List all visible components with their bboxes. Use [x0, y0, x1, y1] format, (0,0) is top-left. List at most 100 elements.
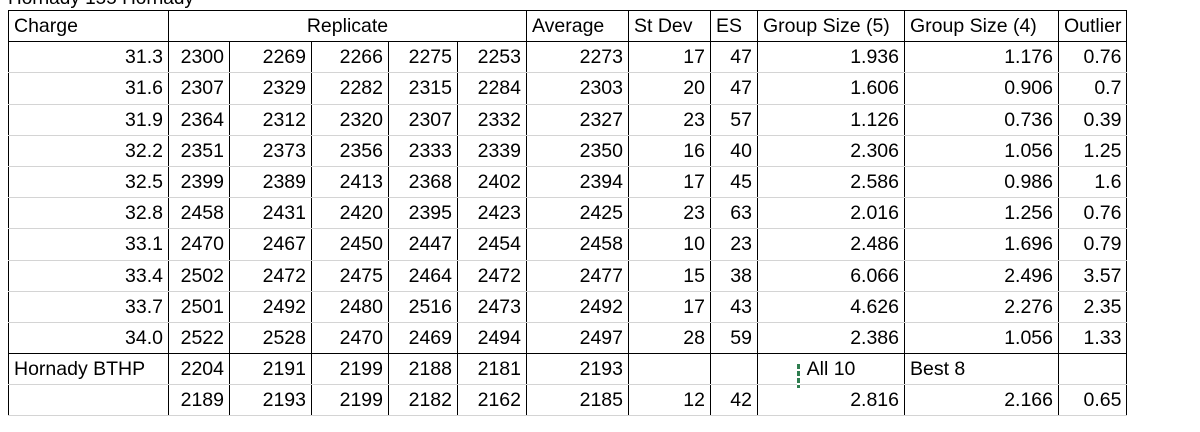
- charge-cell[interactable]: [8, 384, 169, 417]
- header-group-size-5[interactable]: Group Size (5): [757, 9, 905, 43]
- bthp-label-cell[interactable]: Hornady BTHP: [8, 353, 169, 386]
- st-dev-cell[interactable]: 15: [628, 260, 711, 292]
- replicate-3-cell[interactable]: 2480: [311, 291, 389, 323]
- replicate-3-cell[interactable]: 2470: [311, 322, 389, 355]
- outlier-cell[interactable]: 0.76: [1058, 41, 1128, 74]
- average-cell[interactable]: 2303: [526, 72, 629, 105]
- es-cell[interactable]: 23: [710, 228, 758, 261]
- replicate-4-cell[interactable]: 2469: [388, 322, 458, 355]
- replicate-1-cell[interactable]: 2300: [168, 41, 230, 74]
- replicate-3-cell[interactable]: 2475: [311, 260, 389, 292]
- replicate-3-cell[interactable]: 2356: [311, 135, 389, 167]
- group-size-5-cell[interactable]: 4.626: [757, 291, 905, 323]
- es-cell[interactable]: 59: [710, 322, 758, 355]
- st-dev-cell[interactable]: 28: [628, 322, 711, 355]
- outlier-cell[interactable]: 1.25: [1058, 135, 1128, 167]
- replicate-3-cell[interactable]: 2199: [311, 353, 389, 386]
- group-size-5-cell[interactable]: 1.936: [757, 41, 905, 74]
- average-cell[interactable]: 2193: [526, 353, 629, 386]
- charge-cell[interactable]: 34.0: [8, 322, 169, 355]
- outlier-cell[interactable]: 0.65: [1058, 384, 1128, 417]
- replicate-5-cell[interactable]: 2162: [457, 384, 527, 417]
- charge-cell[interactable]: 33.4: [8, 260, 169, 292]
- replicate-2-cell[interactable]: 2431: [229, 197, 312, 230]
- es-cell[interactable]: 45: [710, 166, 758, 199]
- outlier-cell[interactable]: 1.33: [1058, 322, 1128, 355]
- replicate-2-cell[interactable]: 2191: [229, 353, 312, 386]
- group-size-4-cell[interactable]: 1.696: [904, 228, 1059, 261]
- replicate-1-cell[interactable]: 2458: [168, 197, 230, 230]
- charge-cell[interactable]: 33.7: [8, 291, 169, 323]
- charge-cell[interactable]: 32.2: [8, 135, 169, 167]
- group-size-4-cell[interactable]: 0.986: [904, 166, 1059, 199]
- replicate-4-cell[interactable]: 2395: [388, 197, 458, 230]
- group-size-5-cell[interactable]: 2.816: [757, 384, 905, 417]
- st-dev-cell[interactable]: 12: [628, 384, 711, 417]
- replicate-2-cell[interactable]: 2389: [229, 166, 312, 199]
- replicate-3-cell[interactable]: 2413: [311, 166, 389, 199]
- es-cell[interactable]: 63: [710, 197, 758, 230]
- outlier-cell[interactable]: 3.57: [1058, 260, 1128, 292]
- replicate-3-cell[interactable]: 2420: [311, 197, 389, 230]
- replicate-4-cell[interactable]: 2182: [388, 384, 458, 417]
- group-size-4-cell[interactable]: 2.166: [904, 384, 1059, 417]
- es-cell[interactable]: 43: [710, 291, 758, 323]
- replicate-3-cell[interactable]: 2266: [311, 41, 389, 74]
- average-cell[interactable]: 2327: [526, 104, 629, 136]
- replicate-3-cell[interactable]: 2320: [311, 104, 389, 136]
- header-st-dev[interactable]: St Dev: [628, 9, 711, 43]
- group-size-5-cell[interactable]: 1.606: [757, 72, 905, 105]
- replicate-5-cell[interactable]: 2423: [457, 197, 527, 230]
- replicate-5-cell[interactable]: 2402: [457, 166, 527, 199]
- outlier-cell[interactable]: 0.79: [1058, 228, 1128, 261]
- replicate-4-cell[interactable]: 2368: [388, 166, 458, 199]
- replicate-2-cell[interactable]: 2312: [229, 104, 312, 136]
- average-cell[interactable]: 2492: [526, 291, 629, 323]
- es-cell[interactable]: 47: [710, 41, 758, 74]
- header-replicate[interactable]: Replicate: [168, 9, 527, 43]
- st-dev-cell[interactable]: 20: [628, 72, 711, 105]
- replicate-1-cell[interactable]: 2470: [168, 228, 230, 261]
- es-cell[interactable]: 57: [710, 104, 758, 136]
- replicate-2-cell[interactable]: 2472: [229, 260, 312, 292]
- es-cell[interactable]: 40: [710, 135, 758, 167]
- group-size-4-cell[interactable]: 1.176: [904, 41, 1059, 74]
- outlier-cell[interactable]: 0.76: [1058, 197, 1128, 230]
- average-cell[interactable]: 2497: [526, 322, 629, 355]
- replicate-5-cell[interactable]: 2494: [457, 322, 527, 355]
- average-cell[interactable]: 2477: [526, 260, 629, 292]
- es-cell[interactable]: 42: [710, 384, 758, 417]
- group-size-4-label-cell[interactable]: Best 8: [904, 353, 1059, 386]
- replicate-1-cell[interactable]: 2189: [168, 384, 230, 417]
- replicate-4-cell[interactable]: 2307: [388, 104, 458, 136]
- charge-cell[interactable]: 32.5: [8, 166, 169, 199]
- replicate-1-cell[interactable]: 2399: [168, 166, 230, 199]
- replicate-2-cell[interactable]: 2193: [229, 384, 312, 417]
- group-size-4-cell[interactable]: 1.056: [904, 135, 1059, 167]
- average-cell[interactable]: 2185: [526, 384, 629, 417]
- header-average[interactable]: Average: [526, 9, 629, 43]
- charge-cell[interactable]: 31.6: [8, 72, 169, 105]
- replicate-5-cell[interactable]: 2339: [457, 135, 527, 167]
- group-size-5-cell[interactable]: 6.066: [757, 260, 905, 292]
- outlier-cell[interactable]: 0.7: [1058, 72, 1128, 105]
- replicate-4-cell[interactable]: 2464: [388, 260, 458, 292]
- st-dev-cell[interactable]: 17: [628, 41, 711, 74]
- charge-cell[interactable]: 33.1: [8, 228, 169, 261]
- replicate-4-cell[interactable]: 2275: [388, 41, 458, 74]
- average-cell[interactable]: 2394: [526, 166, 629, 199]
- group-size-5-label-cell[interactable]: All 10: [757, 353, 905, 386]
- replicate-2-cell[interactable]: 2467: [229, 228, 312, 261]
- st-dev-cell[interactable]: 17: [628, 291, 711, 323]
- group-size-5-cell[interactable]: 2.586: [757, 166, 905, 199]
- es-cell[interactable]: 38: [710, 260, 758, 292]
- replicate-2-cell[interactable]: 2373: [229, 135, 312, 167]
- replicate-1-cell[interactable]: 2204: [168, 353, 230, 386]
- outlier-cell[interactable]: 1.6: [1058, 166, 1128, 199]
- charge-cell[interactable]: 31.9: [8, 104, 169, 136]
- st-dev-cell[interactable]: 17: [628, 166, 711, 199]
- group-size-4-cell[interactable]: 1.256: [904, 197, 1059, 230]
- header-group-size-4[interactable]: Group Size (4): [904, 9, 1059, 43]
- replicate-5-cell[interactable]: 2472: [457, 260, 527, 292]
- replicate-5-cell[interactable]: 2332: [457, 104, 527, 136]
